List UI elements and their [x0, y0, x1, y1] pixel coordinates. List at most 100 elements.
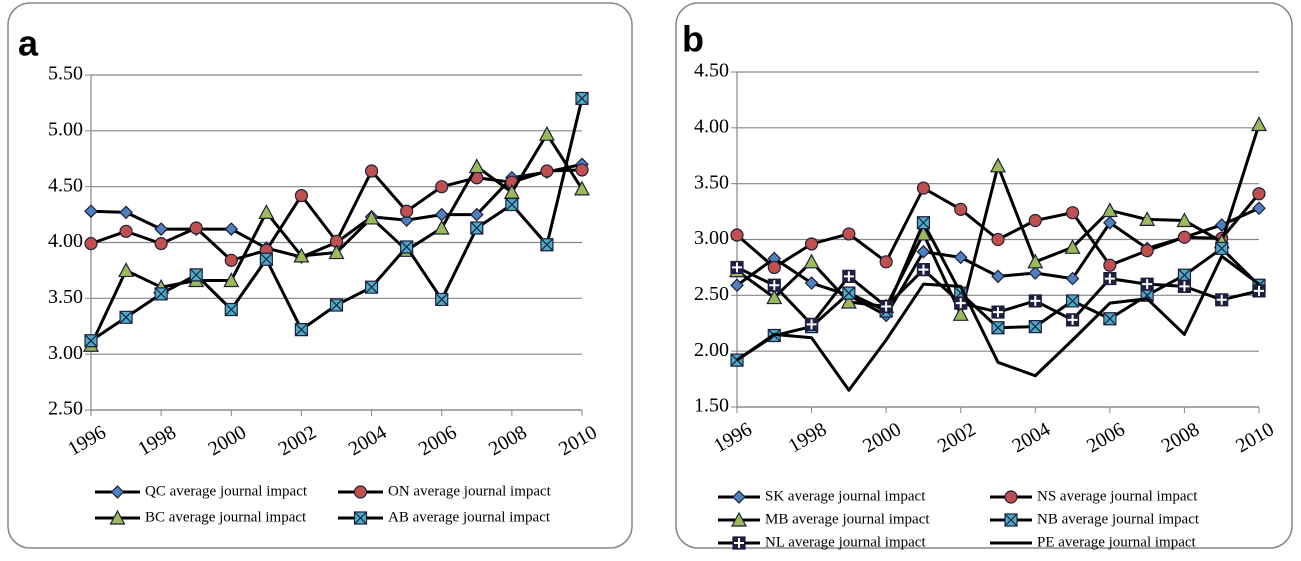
marker-cross — [843, 271, 854, 282]
chart: b 1.50 2.00 2.50 3.00 3.50 4.00 4.50 1996 1998 200… — [682, 19, 1278, 551]
marker — [363, 209, 380, 225]
x-tick-label: 2002 — [934, 418, 980, 457]
marker — [952, 306, 969, 321]
chart: a 2.50 3.00 3.50 4.00 4.50 5.00 5.50 1996 1998 200… — [18, 23, 601, 526]
marker — [991, 321, 1005, 335]
legend-marker — [730, 511, 748, 527]
legend-label: AB average journal impact — [388, 509, 551, 525]
marker-cross — [993, 307, 1003, 318]
x-tick-label: 2010 — [555, 421, 601, 460]
marker — [991, 232, 1005, 247]
marker — [364, 280, 379, 294]
marker — [469, 207, 484, 222]
panel-label: a — [18, 23, 39, 64]
y-tick-label: 3.00 — [694, 227, 729, 249]
marker — [803, 253, 820, 269]
legend-label: BC average journal impact — [145, 509, 307, 525]
marker — [435, 180, 449, 194]
marker — [1176, 212, 1193, 228]
marker — [804, 276, 819, 290]
legend-label: MB average journal impact — [765, 511, 930, 527]
x-tick-label: 2006 — [415, 421, 461, 460]
marker — [1028, 213, 1042, 228]
marker — [540, 164, 554, 178]
marker — [294, 189, 309, 203]
x-tick-label: 2000 — [204, 421, 250, 460]
marker — [730, 228, 744, 242]
y-tick-label: 4.00 — [48, 230, 83, 252]
x-tick-label: 2006 — [1083, 418, 1129, 457]
marker — [400, 204, 414, 218]
marker — [1252, 201, 1266, 216]
marker — [223, 272, 240, 288]
marker — [470, 221, 484, 235]
x-tick-label: 1998 — [134, 421, 180, 460]
marker-cross — [769, 280, 780, 291]
marker — [575, 163, 589, 177]
marker — [259, 252, 273, 266]
marker — [224, 253, 238, 267]
x-tick-label: 2010 — [1232, 418, 1278, 457]
marker-cross — [1179, 281, 1190, 292]
y-tick-label: 5.50 — [48, 63, 83, 85]
legend-label: NB average journal impact — [1037, 511, 1200, 527]
marker — [540, 238, 554, 252]
marker — [730, 278, 744, 293]
series-line — [736, 186, 1261, 269]
marker — [1065, 271, 1080, 286]
marker — [154, 287, 168, 301]
marker — [538, 125, 555, 141]
marker — [916, 181, 931, 195]
y-tick-label: 2.00 — [694, 339, 729, 361]
legend-marker — [1004, 490, 1018, 504]
x-tick-label: 2004 — [345, 421, 391, 460]
marker — [399, 213, 414, 228]
marker-cross — [734, 538, 744, 548]
y-tick-label: 1.50 — [694, 395, 729, 417]
marker — [84, 334, 98, 348]
marker — [329, 298, 344, 312]
marker — [468, 158, 485, 174]
marker — [189, 268, 203, 282]
marker — [767, 260, 781, 275]
marker-cross — [1030, 295, 1041, 306]
marker — [1028, 266, 1043, 280]
marker — [916, 216, 931, 230]
marker — [989, 157, 1007, 173]
marker-cross — [1067, 314, 1078, 325]
legend-label: QC average journal impact — [145, 483, 308, 499]
marker — [1103, 258, 1117, 272]
legend-label: NL average journal impact — [765, 534, 926, 550]
marker-cross — [1254, 285, 1264, 296]
x-tick-label: 1998 — [785, 418, 831, 457]
x-tick-label: 1996 — [64, 421, 110, 460]
marker — [1139, 211, 1156, 226]
marker — [364, 164, 379, 178]
marker — [119, 224, 133, 238]
marker — [1101, 202, 1118, 218]
marker — [1177, 230, 1192, 244]
panel-frame — [7, 2, 633, 549]
marker — [119, 205, 133, 220]
y-tick-label: 4.00 — [694, 115, 729, 137]
marker — [575, 91, 589, 106]
legend-marker — [110, 485, 125, 499]
marker — [842, 286, 856, 300]
marker — [294, 323, 309, 337]
legend-label: ON average journal impact — [388, 483, 552, 499]
marker-cross — [806, 319, 817, 330]
marker — [916, 244, 931, 259]
x-tick-label: 2000 — [859, 418, 905, 457]
marker — [1250, 116, 1268, 132]
marker — [84, 204, 98, 219]
marker — [879, 255, 893, 269]
marker-cross — [955, 298, 966, 309]
legend-marker — [353, 485, 368, 499]
y-tick-label: 2.50 — [48, 398, 83, 420]
y-tick-label: 5.00 — [48, 118, 83, 140]
marker — [224, 222, 239, 236]
y-tick-label: 2.50 — [694, 283, 729, 305]
marker — [258, 204, 275, 219]
marker — [573, 180, 591, 196]
panel-label: b — [682, 19, 704, 60]
